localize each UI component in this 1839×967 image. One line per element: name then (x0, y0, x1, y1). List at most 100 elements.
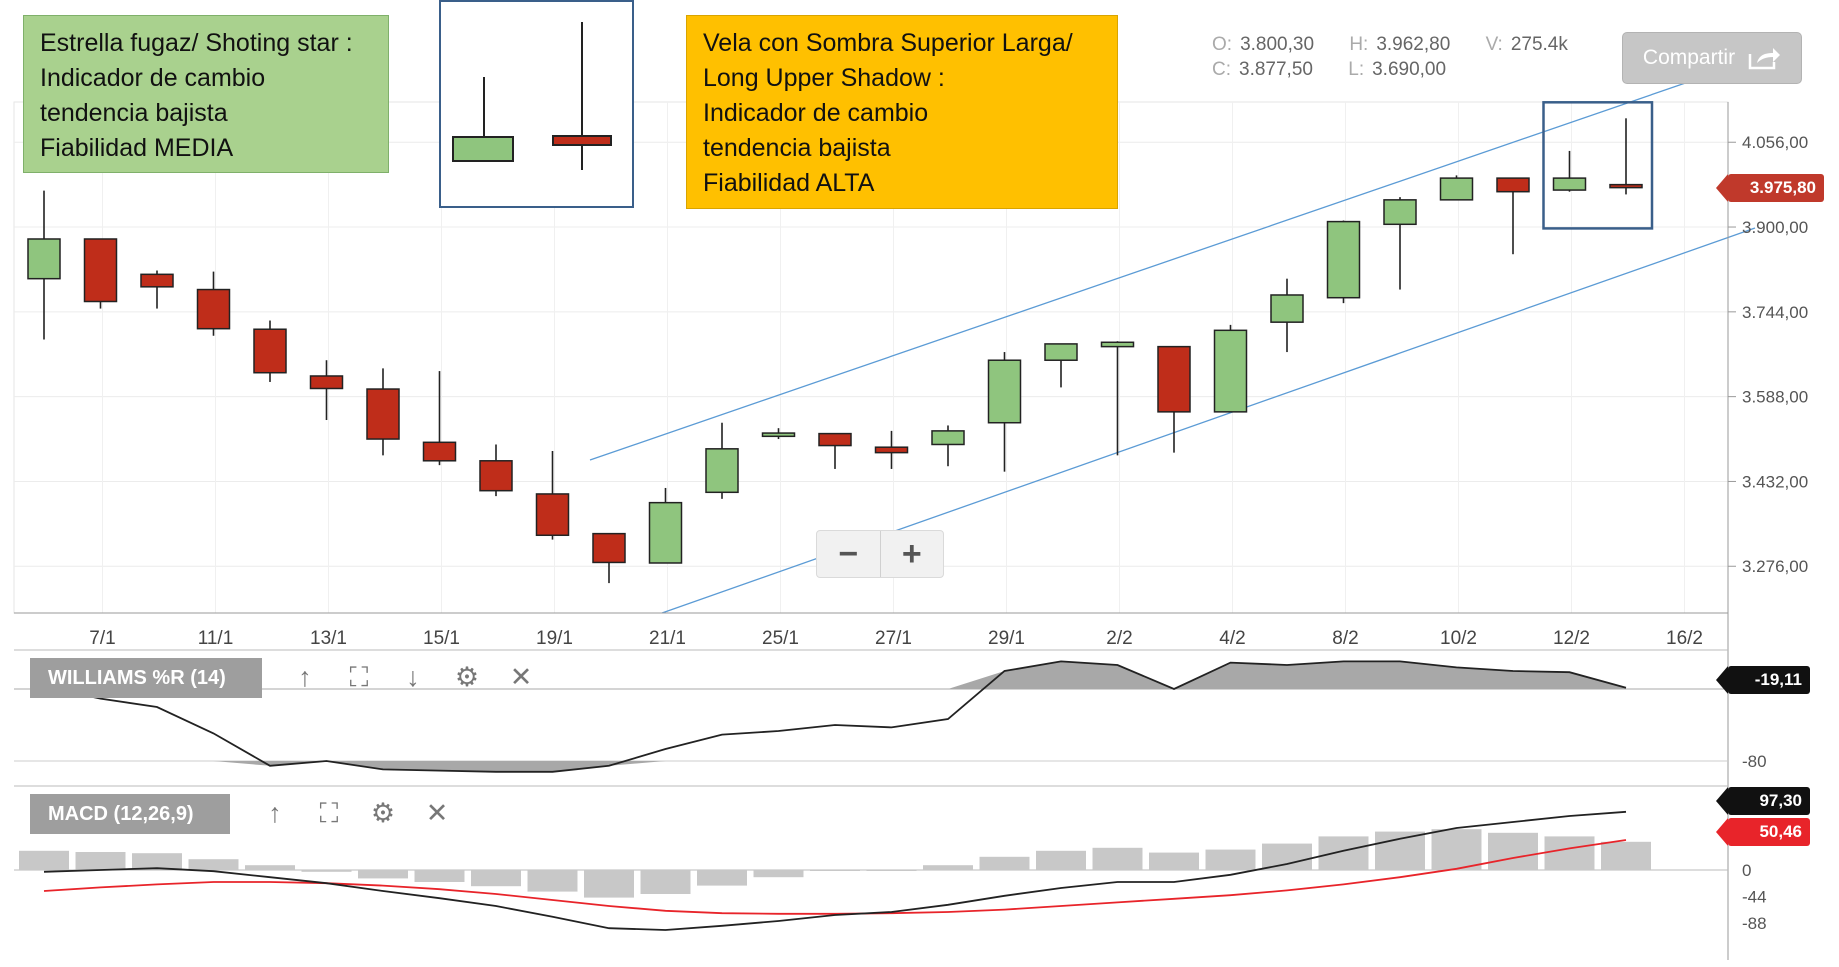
macd-histogram-bar (358, 870, 408, 879)
macd-histogram-bar (132, 853, 182, 870)
macd-histogram-bar (923, 865, 973, 870)
candle-up (27, 238, 61, 280)
zoom-in-button[interactable]: + (901, 534, 922, 573)
macd-histogram-bar (1375, 831, 1425, 870)
macd-histogram-bar (188, 859, 239, 870)
macd-panel: 0 -44 -88 (14, 785, 1767, 933)
macd-histogram-bar (245, 865, 295, 870)
candle-down (818, 432, 852, 447)
candle-up (1383, 199, 1417, 226)
upper-trendline (589, 77, 1701, 461)
shooting-star-note: Estrella fugaz/ Shoting star : Indicador… (23, 15, 389, 173)
volume-label: V: (1485, 34, 1503, 55)
note-line: tendencia bajista (703, 134, 891, 162)
macd-histogram-bar (527, 870, 578, 892)
macd-histogram-bar (1488, 832, 1538, 870)
volume-value: 275.4k (1510, 34, 1568, 55)
candle-up (987, 359, 1022, 424)
time-tick-label: 19/1 (536, 628, 573, 649)
candle-up (1100, 341, 1135, 348)
williams-toolbar: ↑ ⛶ ↓ ⚙ ✕ (292, 662, 534, 694)
macd-histogram-bar (19, 850, 69, 870)
macd-tick-label: -88 (1742, 914, 1767, 933)
macd-title[interactable]: MACD (12,26,9) (30, 794, 230, 834)
williams-panel: -80 (14, 649, 1767, 773)
candle-up (1213, 329, 1248, 413)
candle-up (1270, 294, 1304, 323)
highlight-box (1542, 101, 1654, 230)
williams-title[interactable]: WILLIAMS %R (14) (30, 658, 262, 698)
example-shooting-star (452, 136, 514, 162)
macd-histogram-bar (584, 870, 634, 898)
note-line: Indicador de cambio (40, 64, 266, 92)
close-icon[interactable]: ✕ (425, 798, 449, 828)
share-icon (1748, 48, 1781, 70)
macd-value: 97,30 (1759, 791, 1802, 810)
candle-down (309, 375, 344, 390)
candle-up (1044, 343, 1078, 361)
low-label: L: (1348, 59, 1365, 80)
open-label: O: (1212, 34, 1233, 55)
time-tick-label: 2/2 (1106, 628, 1132, 649)
close-value: 3.877,50 (1239, 59, 1313, 80)
price-tick-label: 3.900,00 (1742, 218, 1808, 237)
time-tick-label: 12/2 (1553, 628, 1590, 649)
note-line: Estrella fugaz/ Shoting star : (40, 29, 353, 57)
note-line: Vela con Sombra Superior Larga/ (703, 29, 1073, 57)
williams-tick-label: -80 (1742, 752, 1767, 771)
expand-icon[interactable]: ⛶ (349, 662, 369, 692)
gear-icon[interactable]: ⚙ (454, 662, 480, 692)
gear-icon[interactable]: ⚙ (370, 798, 396, 828)
time-tick-label: 15/1 (423, 628, 460, 649)
candle-down (366, 388, 400, 440)
share-button[interactable]: Compartir (1622, 32, 1802, 84)
macd-histogram-bar (697, 870, 747, 886)
macd-histogram-bar (1036, 850, 1086, 870)
move-down-icon[interactable]: ↓ (406, 662, 420, 692)
time-tick-label: 11/1 (198, 628, 234, 649)
williams-overbought-fill (44, 661, 1626, 689)
price-tick-label: 3.744,00 (1742, 303, 1808, 322)
note-line: tendencia bajista (40, 99, 228, 127)
price-tick-label: 3.432,00 (1742, 472, 1808, 491)
note-line: Fiabilidad ALTA (703, 169, 875, 197)
candle-down (479, 460, 513, 492)
macd-histogram-bar (471, 870, 521, 887)
expand-icon[interactable]: ⛶ (319, 798, 339, 828)
close-icon[interactable]: ✕ (509, 662, 533, 692)
move-up-icon[interactable]: ↑ (298, 662, 312, 692)
macd-histogram-bar (301, 870, 352, 872)
time-tick-label: 25/1 (762, 628, 799, 649)
signal-value: 50,46 (1759, 822, 1802, 841)
macd-toolbar: ↑ ⛶ ⚙ ✕ (262, 798, 450, 830)
share-label: Compartir (1642, 46, 1736, 69)
candle-example-box (439, 0, 634, 208)
macd-histogram-bar (1544, 836, 1595, 870)
time-tick-label: 21/1 (649, 628, 686, 649)
low-value: 3.690,00 (1372, 59, 1447, 80)
candle-down (592, 532, 626, 564)
time-tick-label: 27/1 (875, 628, 912, 649)
macd-line (43, 810, 1627, 931)
candle-up (1326, 220, 1361, 299)
candle-down (535, 493, 570, 537)
time-tick-label: 8/2 (1332, 628, 1358, 649)
time-tick-label: 16/2 (1666, 628, 1703, 649)
example-long-upper-shadow (552, 135, 612, 146)
candle-up (705, 448, 739, 494)
move-up-icon[interactable]: ↑ (268, 798, 282, 828)
candle-down (1496, 177, 1530, 193)
candle-up (761, 432, 796, 438)
price-tick-label: 3.588,00 (1742, 388, 1808, 407)
macd-tick-label: 0 (1742, 861, 1751, 880)
candle-up (648, 501, 683, 564)
zoom-out-button[interactable]: − (817, 531, 881, 577)
pattern-highlight (1542, 101, 1654, 230)
price-tick-label: 3.276,00 (1742, 557, 1808, 576)
macd-histogram-bar (1205, 849, 1256, 870)
macd-histogram-bar (979, 856, 1030, 870)
macd-histogram-bar (1092, 847, 1143, 870)
candle-down (1157, 345, 1191, 413)
candle-up (1552, 177, 1587, 191)
